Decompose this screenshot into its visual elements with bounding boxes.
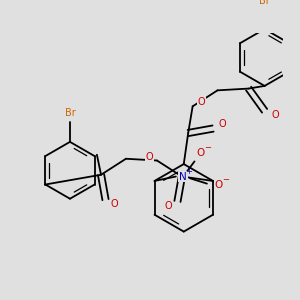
Text: O: O: [111, 199, 118, 209]
Text: O: O: [198, 97, 205, 107]
Text: Br: Br: [64, 108, 75, 118]
Text: N: N: [179, 172, 187, 182]
Text: −: −: [204, 144, 211, 153]
Text: O: O: [165, 201, 172, 211]
Text: O: O: [218, 119, 226, 129]
Text: +: +: [185, 167, 192, 176]
Text: O: O: [145, 152, 153, 162]
Text: −: −: [222, 176, 229, 184]
Text: O: O: [272, 110, 279, 120]
Text: O: O: [196, 148, 205, 158]
Text: O: O: [214, 180, 223, 190]
Text: Br: Br: [259, 0, 270, 6]
